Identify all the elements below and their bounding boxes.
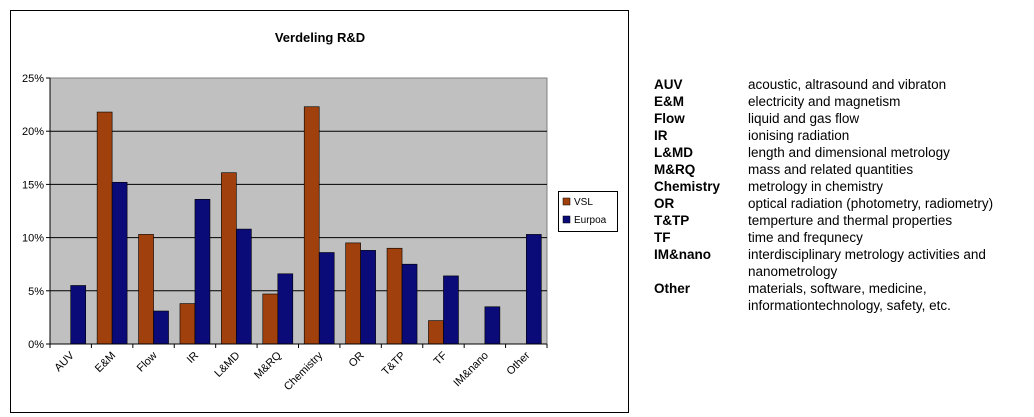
glossary-row: Flow liquid and gas flow (654, 110, 1034, 127)
glossary-abbreviation: T&TP (654, 213, 690, 228)
glossary-description: length and dimensional metrology (748, 145, 950, 160)
bar-europa (194, 198, 211, 345)
glossary-abbreviation: AUV (654, 77, 683, 92)
glossary-abbreviation: OR (654, 196, 675, 211)
bar-europa (277, 273, 294, 345)
glossary-description: optical radiation (photometry, radiometr… (748, 196, 994, 211)
glossary-description: acoustic, altrasound and vibraton (748, 77, 947, 92)
bar-vsl (428, 320, 444, 345)
y-tick-label: 0% (28, 339, 44, 351)
bars (70, 106, 542, 345)
glossary-description: electricity and magnetism (748, 94, 901, 109)
bar-europa (236, 228, 252, 345)
glossary-row: E&M electricity and magnetism (654, 93, 1034, 110)
bar-europa (443, 275, 459, 345)
y-axis-ticks: 0% 5% 10% 15% 20% 25% (22, 73, 50, 351)
glossary-row: M&RQ mass and related quantities (654, 161, 1034, 178)
glossary-row: IR ionising radiation (654, 127, 1034, 144)
legend: VSL Eurpoa (558, 191, 618, 232)
glossary-description: metrology in chemistry (748, 179, 884, 194)
bar-vsl (96, 111, 113, 345)
legend-label-europa: Eurpoa (574, 215, 607, 226)
chart-title: Verdeling R&D (275, 30, 365, 45)
bar-europa (318, 252, 335, 345)
glossary-row: Other materials, software, medicine, info… (654, 280, 1034, 314)
bar-europa (401, 263, 418, 345)
glossary-row: AUV acoustic, altrasound and vibraton (654, 76, 1034, 93)
bar-europa (484, 306, 501, 345)
glossary-row: T&TP temperture and thermal properties (654, 212, 1034, 229)
glossary-row: Chemistry metrology in chemistry (654, 178, 1034, 195)
bar-vsl (138, 234, 154, 345)
glossary-row: TF time and frequnecy (654, 229, 1034, 246)
glossary-description: temperture and thermal properties (748, 213, 953, 228)
glossary-abbreviation: Chemistry (654, 179, 721, 194)
gridlines (50, 130, 547, 292)
bar-vsl (179, 303, 196, 345)
glossary-row: L&MD length and dimensional metrology (654, 144, 1034, 161)
legend-swatch-europa (562, 215, 571, 224)
bar-vsl (386, 247, 403, 345)
glossary-abbreviation: Other (654, 281, 691, 296)
glossary-description: time and frequnecy (748, 230, 863, 245)
glossary-abbreviation: L&MD (654, 145, 693, 160)
bar-europa (360, 250, 376, 345)
bar-vsl (345, 242, 361, 345)
bar-europa (70, 285, 87, 345)
glossary-description: interdisciplinary metrology activities a… (748, 247, 986, 279)
bar-europa (525, 234, 542, 345)
bar-vsl (303, 106, 320, 345)
glossary-description: materials, software, medicine, informati… (748, 281, 951, 313)
plot-area (49, 77, 548, 345)
legend-label-vsl: VSL (574, 197, 593, 208)
glossary-description: ionising radiation (748, 128, 850, 143)
bar-europa (111, 181, 128, 345)
bar-vsl (221, 172, 237, 345)
glossary-row: OR optical radiation (photometry, radiome… (654, 195, 1034, 212)
bar-chart: Verdeling R&D 0%5%10%15%20%25% AUV E&M Flo… (10, 10, 629, 413)
glossary: AUV acoustic, altrasound and vibraton E&M e… (654, 76, 1034, 314)
glossary-abbreviation: TF (654, 230, 671, 245)
y-tick-label: 5% (28, 286, 44, 298)
glossary-description: liquid and gas flow (748, 111, 860, 126)
glossary-description: mass and related quantities (748, 162, 914, 177)
bar-vsl (262, 293, 279, 345)
glossary-abbreviation: IR (654, 128, 668, 143)
glossary-abbreviation: E&M (654, 94, 684, 109)
glossary-row: IM&nano interdisciplinary metrology activ… (654, 246, 1034, 280)
y-tick-label: 15% (22, 179, 44, 191)
y-tick-label: 10% (22, 233, 44, 245)
legend-swatch-vsl (562, 197, 571, 206)
glossary-abbreviation: M&RQ (654, 162, 696, 177)
glossary-abbreviation: IM&nano (654, 247, 711, 262)
glossary-abbreviation: Flow (654, 111, 685, 126)
bar-europa (153, 310, 169, 345)
y-tick-label: 25% (22, 73, 44, 85)
legend-box (558, 191, 618, 232)
y-tick-label: 20% (22, 126, 44, 138)
